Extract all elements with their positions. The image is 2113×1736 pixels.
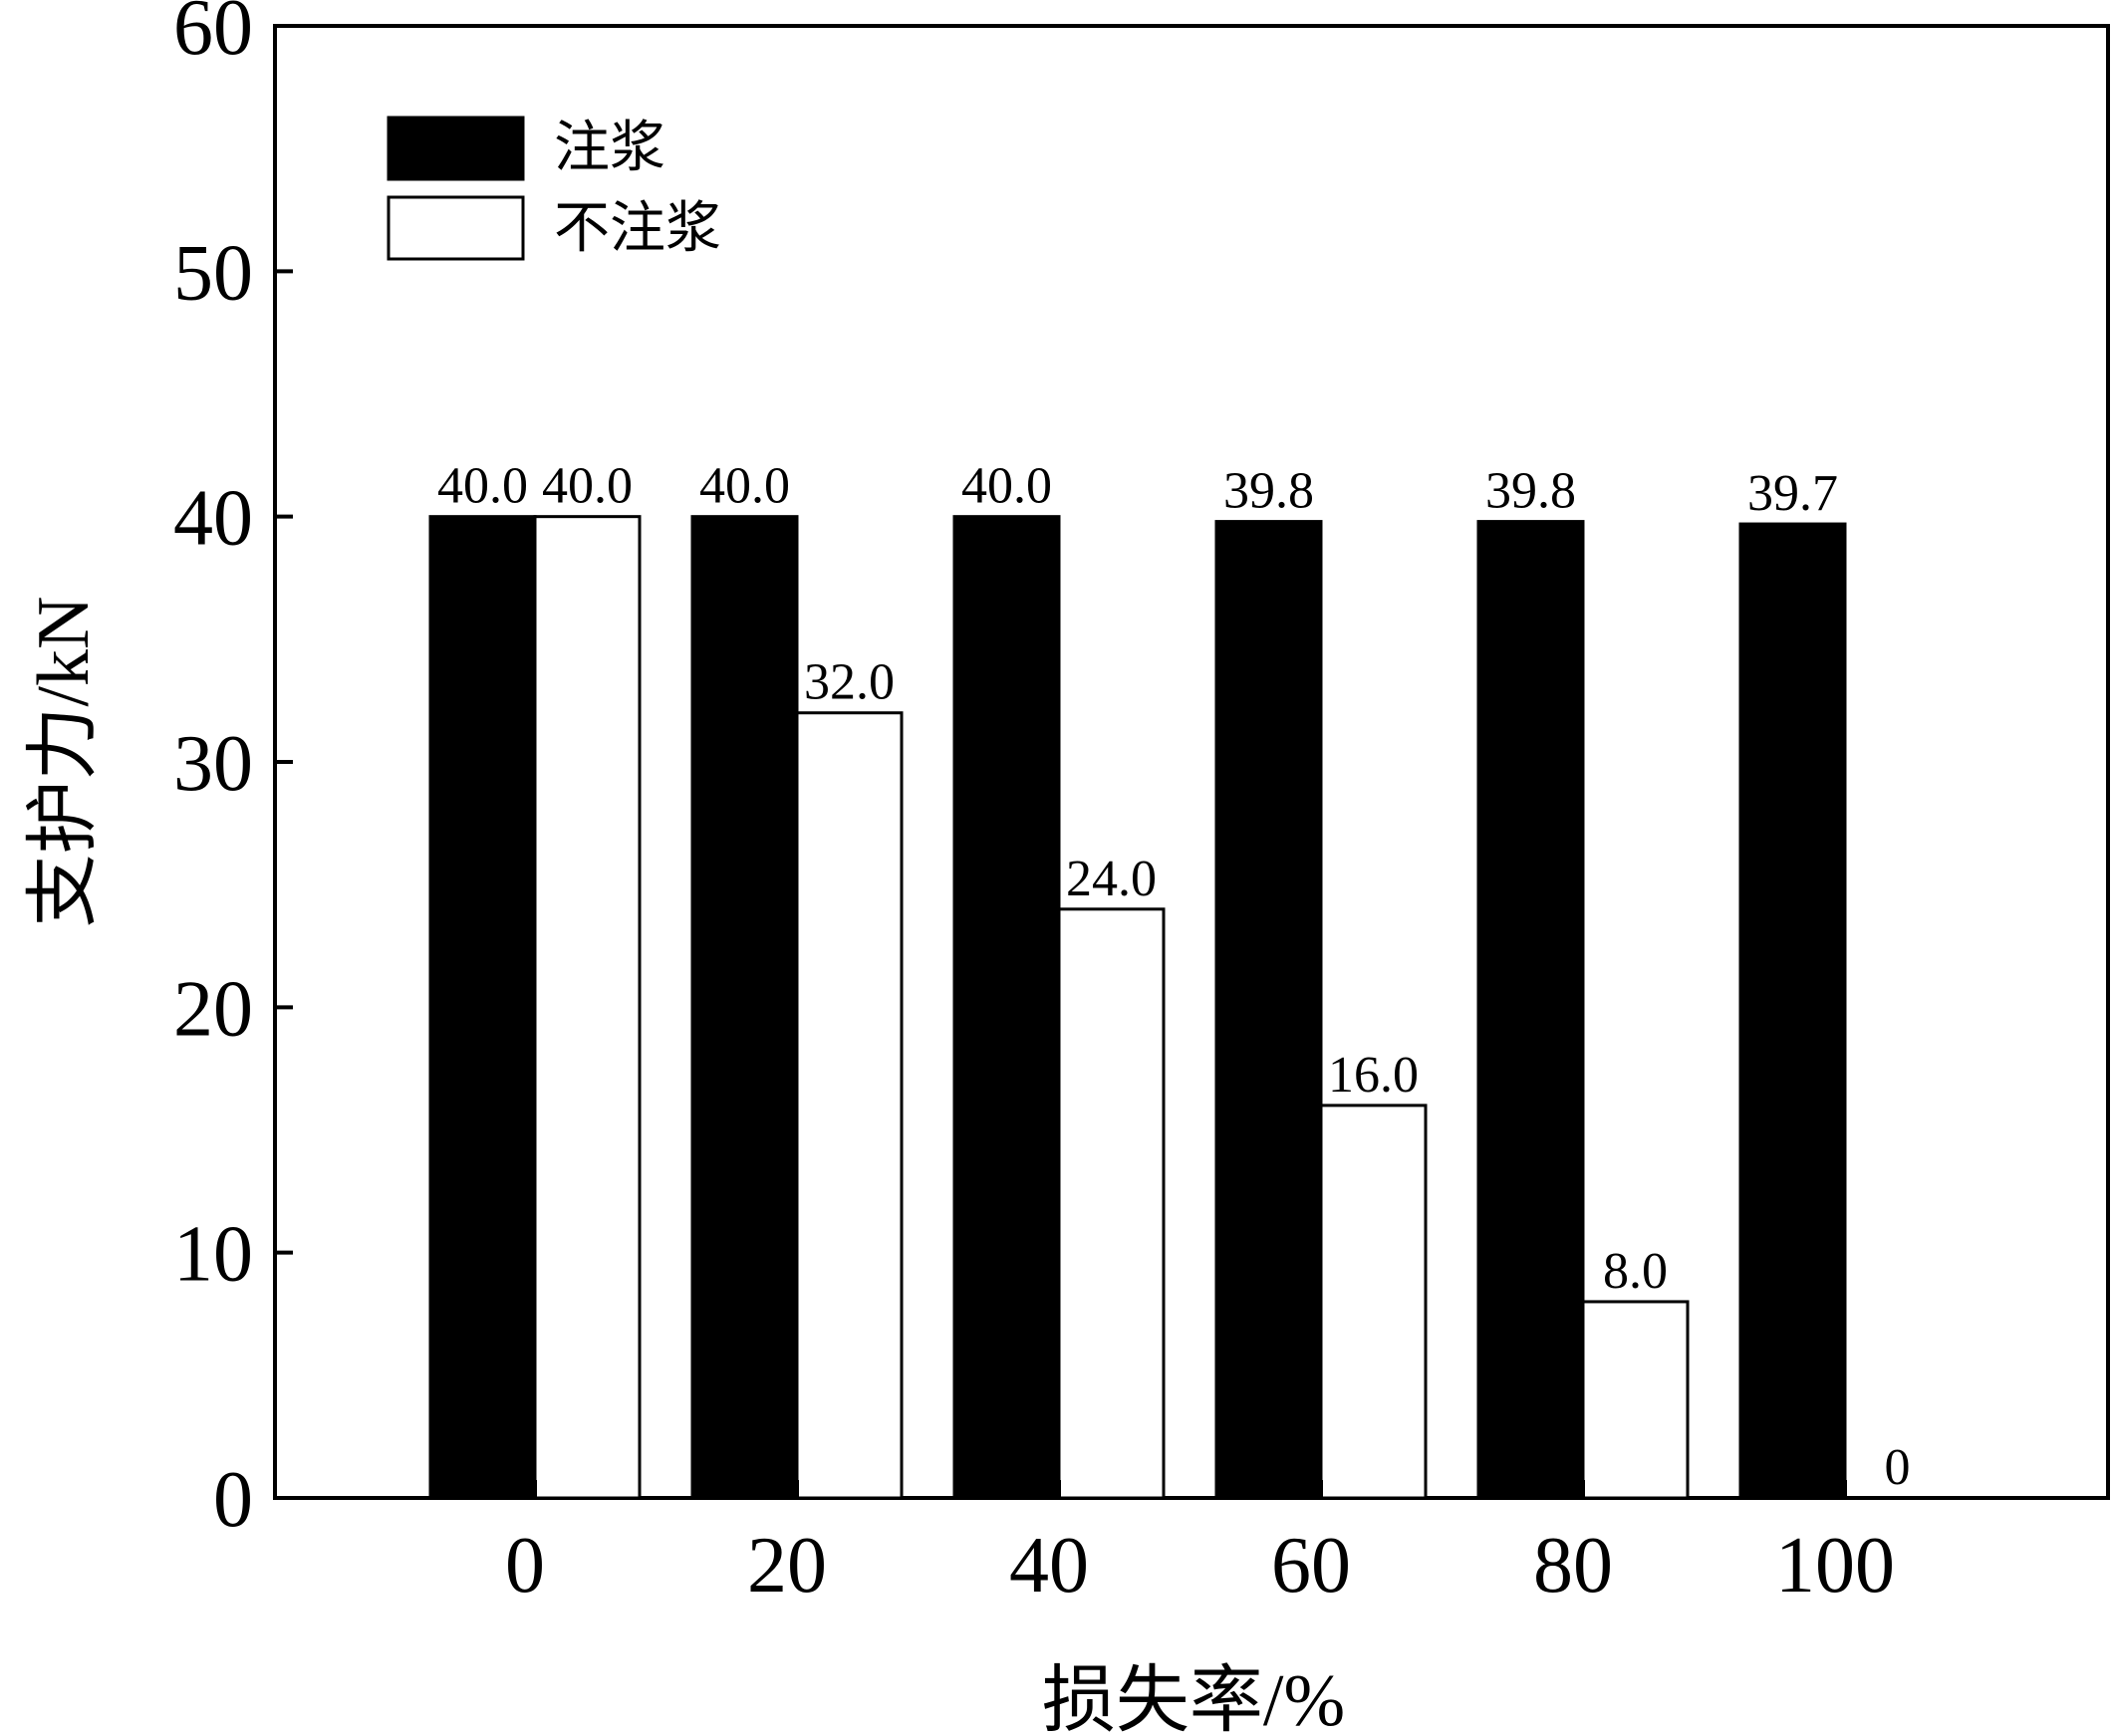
- bar-ungrouted: [1319, 1104, 1428, 1500]
- legend-label-grouted: 注浆: [554, 118, 665, 179]
- legend-swatch-grouted: [387, 116, 525, 181]
- y-tick-label: 50: [173, 229, 253, 317]
- y-tick-label: 0: [213, 1456, 253, 1544]
- y-tick-label: 20: [173, 965, 253, 1053]
- y-tick-label: 60: [173, 0, 253, 72]
- data-label: 39.8: [1223, 463, 1314, 520]
- y-tick-label: 10: [173, 1211, 253, 1299]
- bar-grouted: [1214, 520, 1323, 1500]
- x-axis-title: 损失率/%: [1042, 1660, 1345, 1736]
- bar-ungrouted: [795, 711, 904, 1500]
- legend: 注浆 不注浆: [387, 116, 721, 261]
- x-tick-label: 0: [505, 1522, 545, 1610]
- x-tick-label: 60: [1271, 1522, 1351, 1610]
- data-label: 16.0: [1328, 1047, 1419, 1104]
- bar-grouted: [428, 515, 537, 1500]
- bar-grouted: [952, 515, 1061, 1500]
- legend-swatch-ungrouted: [387, 195, 525, 261]
- data-label: 24.0: [1066, 851, 1157, 907]
- data-label: 39.7: [1747, 465, 1838, 522]
- legend-label-ungrouted: 不注浆: [554, 198, 721, 260]
- data-label: 40.0: [542, 458, 633, 515]
- y-tick-label: 40: [173, 475, 253, 563]
- x-tick-label: 40: [1009, 1522, 1089, 1610]
- x-tick-label: 80: [1533, 1522, 1613, 1610]
- data-label: 40.0: [437, 458, 528, 515]
- data-label: 32.0: [804, 654, 895, 711]
- data-label: 40.0: [699, 458, 790, 515]
- bar-grouted: [1476, 520, 1585, 1500]
- x-axis: 0 20 40 60 80 100: [505, 1480, 1895, 1610]
- x-tick-label: 20: [747, 1522, 827, 1610]
- bar-grouted: [690, 515, 799, 1500]
- data-label: 0: [1885, 1439, 1911, 1496]
- y-tick-label: 30: [173, 720, 253, 808]
- y-axis-title: 支护力/kN: [23, 597, 105, 928]
- bar-ungrouted: [1581, 1300, 1690, 1500]
- bars-group: 40.0 40.0 40.032.040.024.039.816.039.88.03…: [428, 458, 1911, 1500]
- data-label: 8.0: [1603, 1243, 1668, 1300]
- bar-grouted: [1738, 522, 1847, 1500]
- data-label: 39.8: [1485, 463, 1576, 520]
- y-axis: 0 10 20 30 40 50 60: [173, 0, 293, 1544]
- bar-ungrouted: [1057, 907, 1166, 1500]
- data-label: 40.0: [961, 458, 1052, 515]
- x-tick-label: 100: [1775, 1522, 1895, 1610]
- bar-ungrouted: [533, 515, 642, 1500]
